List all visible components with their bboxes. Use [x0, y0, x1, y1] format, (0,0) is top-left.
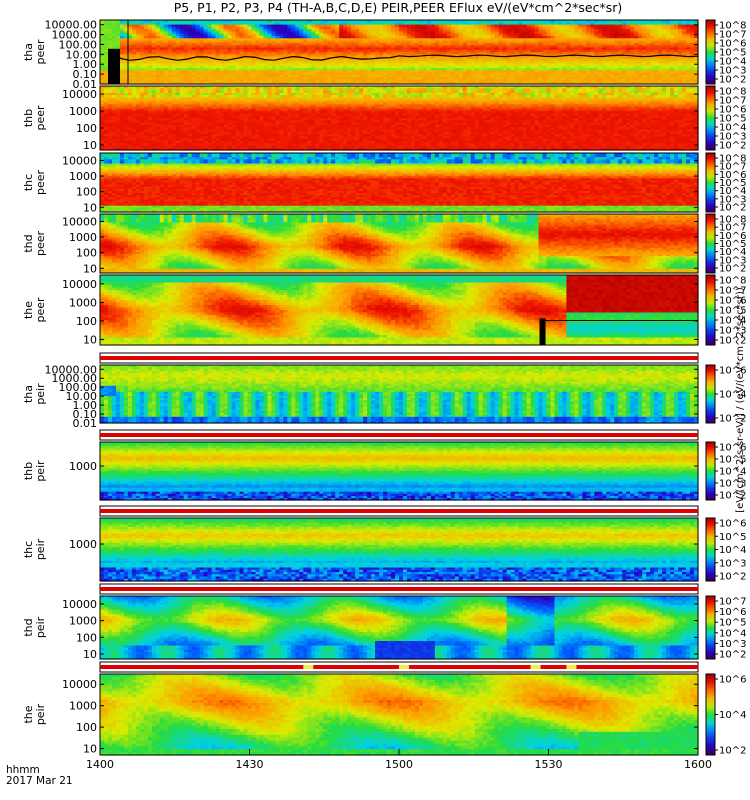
colorbar: 10^710^610^510^410^310^2 — [706, 596, 746, 661]
colorbar-tick-label: 10^2 — [719, 141, 746, 152]
colorbar-tick-label: 10^3 — [719, 639, 746, 650]
panel-tha-peir: 10000.001000.00100.0010.001.000.100.01th… — [22, 353, 746, 430]
y-tick-label: 1000 — [69, 615, 97, 628]
colorbar: 10^810^710^610^510^410^310^2 — [706, 86, 746, 152]
y-tick-label: 10 — [83, 201, 97, 214]
y-tick-label: 10000 — [62, 88, 97, 101]
y-tick-label: 1000 — [69, 700, 97, 713]
colorbar-tick-label: 10^6 — [719, 675, 746, 686]
colorbar-tick-label: 10^2 — [719, 650, 746, 661]
quality-flag-bar — [100, 584, 698, 594]
colorbar-tick-label: 10^2 — [719, 264, 746, 275]
colorbar: 10^810^710^610^510^410^310^2 — [706, 20, 746, 86]
y-tick-label: 10 — [83, 139, 97, 152]
y-tick-label: 10000 — [62, 598, 97, 611]
quality-flag-bar — [100, 662, 698, 672]
spectrogram-figure: P5, P1, P2, P3, P4 (TH-A,B,C,D,E) PEIR,P… — [0, 0, 750, 800]
panel-product-label: peer — [34, 170, 47, 196]
y-tick-label: 10000 — [62, 216, 97, 229]
y-tick-label: 10000 — [62, 678, 97, 691]
y-tick-label: 100 — [76, 721, 97, 734]
spectrogram-tha-peer — [100, 20, 699, 85]
y-tick-label: 10 — [83, 648, 97, 661]
x-tick-label: 1600 — [684, 758, 712, 771]
spectrogram-thd-peir — [100, 596, 699, 660]
colorbar-tick-label: 10^2 — [719, 572, 746, 583]
y-tick-label: 10000 — [62, 155, 97, 168]
colorbar-tick-label: 10^2 — [719, 75, 746, 86]
y-tick-label: 1000 — [69, 460, 97, 473]
y-tick-label: 1000 — [69, 231, 97, 244]
spectrogram-the-peir — [100, 674, 699, 756]
colorbar-tick-label: 10^6 — [719, 607, 746, 618]
colorbar-tick-label: 10^6 — [719, 519, 746, 530]
y-tick-label: 1000 — [69, 538, 97, 551]
colorbar-tick-label: 10^7 — [719, 597, 746, 608]
quality-flag-bar — [100, 430, 698, 440]
panel-product-label: peer — [34, 297, 47, 323]
y-tick-label: 1000 — [69, 105, 97, 118]
x-tick-label: 1500 — [385, 758, 413, 771]
colorbar-unit-label: [eV/(cm^2-s-sr-eV)] / (eV/(eV*cm^2*sec*s… — [735, 287, 746, 513]
colorbar: 10^6 10^4 10^2 — [706, 674, 746, 757]
y-tick-label: 10 — [83, 333, 97, 346]
y-tick-label: 100 — [76, 186, 97, 199]
chart-title: P5, P1, P2, P3, P4 (TH-A,B,C,D,E) PEIR,P… — [174, 0, 623, 15]
panel-product-label: peir — [34, 383, 47, 405]
colorbar: 10^810^710^610^510^410^310^2 — [706, 214, 746, 275]
x-tick-label: 1530 — [535, 758, 563, 771]
panel-product-label: peer — [34, 105, 47, 131]
y-tick-label: 1000 — [69, 296, 97, 309]
y-tick-label: 0.01 — [73, 417, 98, 430]
y-tick-label: 10000 — [62, 278, 97, 291]
date-label: 2017 Mar 21 — [6, 775, 73, 787]
colorbar: 10^810^710^610^510^410^310^2 — [706, 153, 746, 214]
y-tick-label: 1000 — [69, 170, 97, 183]
panel-tha-peer: 10000.001000.00100.0010.001.000.100.01th… — [22, 19, 746, 91]
x-tick-label: 1430 — [236, 758, 264, 771]
colorbar-tick-label: 10^4 — [719, 710, 746, 721]
y-tick-label: 100 — [76, 247, 97, 260]
panel-product-label: peer — [34, 231, 47, 257]
spectrogram-thc-peer — [100, 153, 699, 213]
colorbar-tick-label: 10^4 — [719, 545, 746, 556]
panel-product-label: peir — [34, 616, 47, 638]
quality-flag-bar — [100, 353, 698, 363]
colorbar-tick-label: 10^2 — [719, 746, 746, 757]
x-tick-label: 1400 — [86, 758, 114, 771]
colorbar-tick-label: 10^2 — [719, 203, 746, 214]
spectrogram-thd-peer — [100, 214, 699, 274]
y-tick-label: 100 — [76, 631, 97, 644]
spectrogram-thb-peer — [100, 86, 699, 151]
colorbar-tick-label: 10^5 — [719, 532, 746, 543]
panel-stack: 10000.001000.00100.0010.001.000.100.01th… — [22, 19, 746, 757]
y-tick-label: 10 — [83, 262, 97, 275]
colorbar: 10^6 10^5 10^4 10^3 10^2 — [706, 518, 746, 583]
spectrogram-tha-peir — [100, 365, 699, 424]
panel-product-label: peir — [34, 703, 47, 725]
panel-product-label: peir — [34, 538, 47, 560]
spectrogram-thc-peir — [100, 518, 699, 582]
spectrogram-thb-peir — [100, 442, 699, 501]
panel-product-label: peir — [34, 460, 47, 482]
y-tick-label: 100 — [76, 315, 97, 328]
colorbar-tick-label: 10^3 — [719, 558, 746, 569]
y-tick-label: 10 — [83, 743, 97, 756]
colorbar-tick-label: 10^5 — [719, 618, 746, 629]
colorbar-tick-label: 10^4 — [719, 628, 746, 639]
quality-flag-bar — [100, 506, 698, 516]
y-tick-label: 100 — [76, 122, 97, 135]
panel-product-label: peer — [34, 39, 47, 65]
spectrogram-the-peer — [100, 275, 699, 346]
